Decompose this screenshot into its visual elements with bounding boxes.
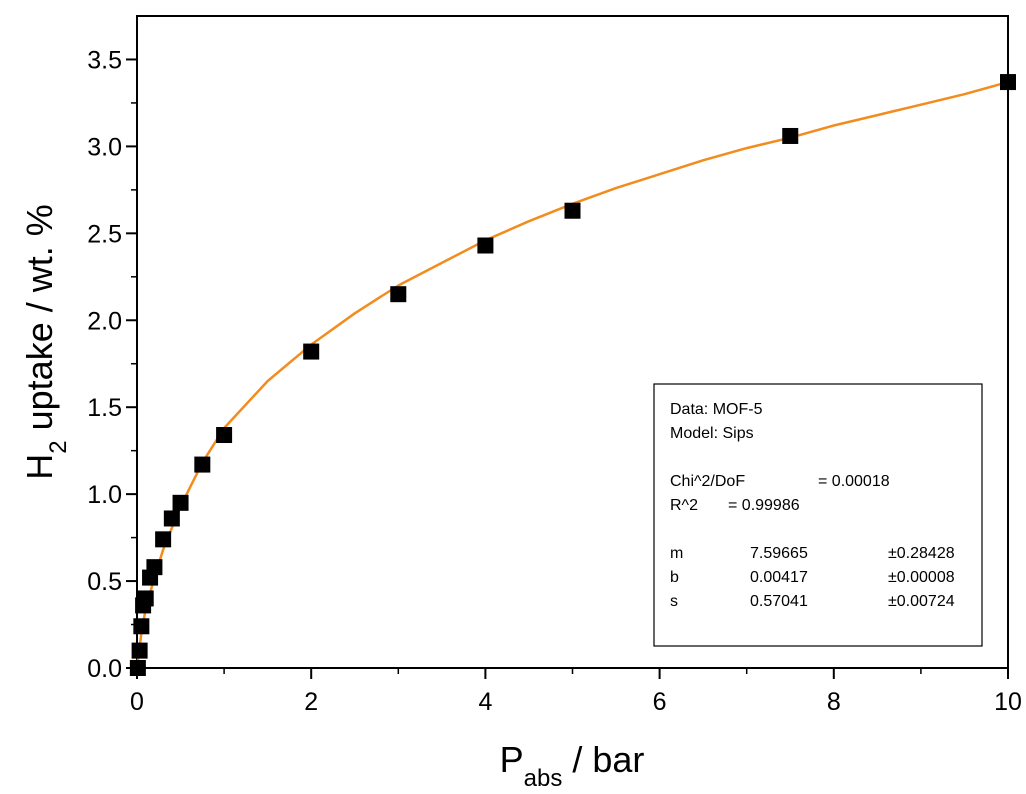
fit-result-error: ±0.28428 bbox=[888, 545, 955, 562]
data-point bbox=[129, 660, 146, 676]
data-point bbox=[137, 590, 154, 607]
data-markers-layer bbox=[129, 74, 1016, 676]
fit-result-label: b bbox=[670, 569, 679, 586]
fit-result-error: ±0.00724 bbox=[888, 593, 955, 610]
data-point bbox=[172, 494, 189, 511]
x-tick-label: 8 bbox=[827, 688, 841, 716]
y-axis-title-rest: uptake / wt. % bbox=[19, 204, 60, 440]
data-point bbox=[194, 456, 211, 473]
data-point bbox=[390, 286, 407, 303]
x-tick-label: 4 bbox=[478, 688, 492, 716]
x-axis-title: Pabs / bar bbox=[500, 739, 645, 792]
data-point bbox=[564, 202, 581, 219]
data-point bbox=[216, 427, 233, 444]
data-point bbox=[146, 559, 163, 576]
fit-result-label: Chi^2/DoF bbox=[670, 473, 745, 490]
data-point bbox=[303, 343, 320, 360]
data-point bbox=[477, 237, 494, 254]
fit-result-value: = 0.00018 bbox=[818, 473, 890, 490]
fit-result-label: m bbox=[670, 545, 683, 562]
y-axis-title-main: H bbox=[19, 454, 60, 480]
fit-result-value: 0.57041 bbox=[750, 593, 808, 610]
y-axis-ticks: 0.0 0.5 1.0 1.5 2.0 2.5 3.0 3.5 bbox=[87, 46, 137, 683]
x-tick-label: 6 bbox=[653, 688, 667, 716]
y-axis-title: H2 uptake / wt. % bbox=[19, 204, 72, 479]
data-point bbox=[1000, 74, 1016, 91]
data-point bbox=[782, 127, 799, 144]
fit-result-value: 7.59665 bbox=[750, 545, 808, 562]
y-tick-label: 2.0 bbox=[87, 307, 122, 335]
x-axis-ticks: 0 2 4 6 8 10 bbox=[130, 668, 1022, 716]
y-tick-label: 0.5 bbox=[87, 568, 122, 596]
fit-result-label: s bbox=[670, 593, 678, 610]
fit-result-error: ±0.00008 bbox=[888, 569, 955, 586]
x-axis-title-rest: / bar bbox=[562, 739, 644, 780]
data-point bbox=[133, 618, 150, 635]
data-point bbox=[163, 510, 180, 527]
x-tick-label: 10 bbox=[994, 688, 1022, 716]
fit-result-value: 0.00417 bbox=[750, 569, 808, 586]
data-point bbox=[131, 642, 148, 659]
y-tick-label: 3.5 bbox=[87, 46, 122, 74]
fit-results-border bbox=[653, 383, 983, 647]
x-tick-label: 0 bbox=[130, 688, 144, 716]
y-tick-label: 0.0 bbox=[87, 655, 122, 683]
y-tick-label: 3.0 bbox=[87, 133, 122, 161]
y-tick-label: 1.0 bbox=[87, 481, 122, 509]
data-point bbox=[155, 531, 172, 548]
fit-result-label: Model: Sips bbox=[670, 425, 754, 442]
x-axis-title-main: P bbox=[500, 739, 524, 780]
fit-result-label: R^2 bbox=[670, 497, 698, 514]
y-tick-label: 1.5 bbox=[87, 394, 122, 422]
y-axis-title-sub: 2 bbox=[45, 440, 72, 453]
fit-result-value: = 0.99986 bbox=[728, 497, 800, 514]
y-tick-label: 2.5 bbox=[87, 220, 122, 248]
x-axis-title-sub: abs bbox=[524, 765, 563, 792]
fit-results-box: Data: MOF-5 Model: Sips Chi^2/DoF = 0.00018… bbox=[653, 383, 983, 647]
fit-result-label: Data: MOF-5 bbox=[670, 401, 763, 418]
x-tick-label: 2 bbox=[304, 688, 318, 716]
